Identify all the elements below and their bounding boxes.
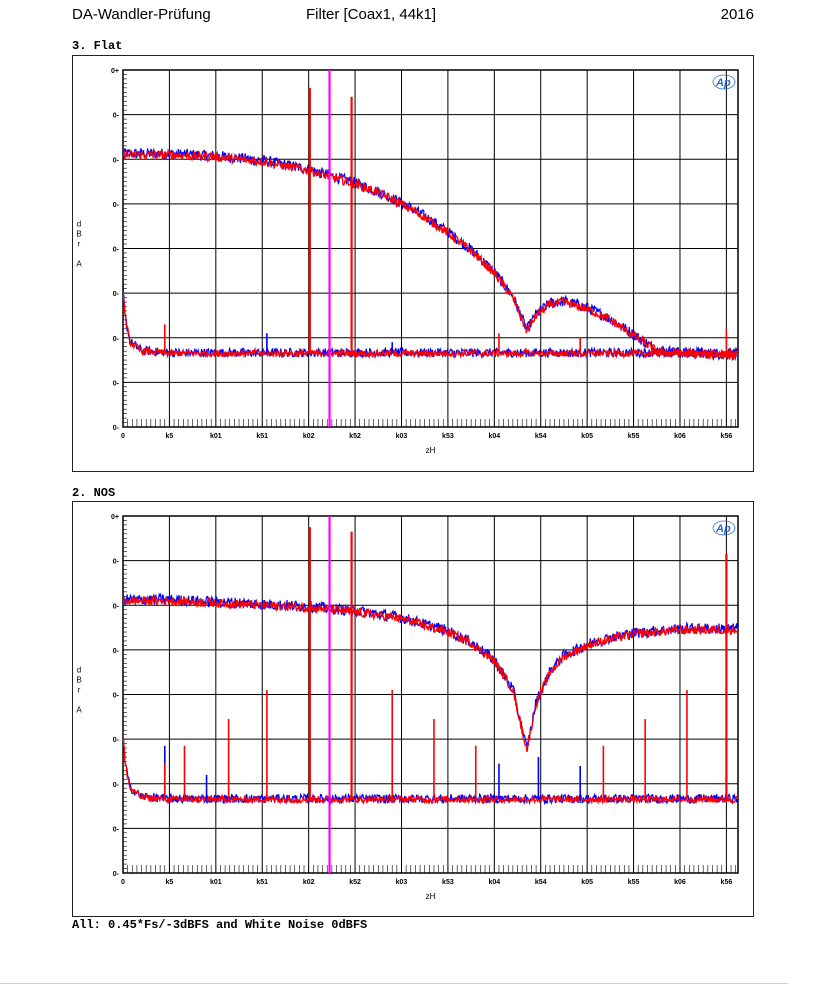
x-tick-label: k04 — [488, 879, 500, 886]
chart-panel-nos: 0+ 0- 0- 0- 0- 0- 0- 0- 0- 0 k5 k01 k51 k02 k52 k03 k53 k… — [72, 501, 754, 917]
minor-ticks — [122, 69, 736, 427]
x-tick-label: k54 — [535, 433, 547, 440]
page-divider — [0, 983, 788, 984]
x-tick-label: k52 — [349, 433, 361, 440]
chart-title-nos: 2. NOS — [72, 486, 116, 500]
chart-svg-flat: 0+0-0-0-0-0-0-0-0-0 k5 k01 k51 k02 k52 k03 k53 k… — [76, 68, 739, 455]
x-tick-label: k01 — [210, 879, 222, 886]
chart-title-flat: 3. Flat — [72, 39, 123, 53]
y-tick-label: 0- — [113, 648, 120, 655]
x-tick-label: k06 — [674, 433, 686, 440]
x-tick-label: k54 — [535, 879, 547, 886]
x-tick-label: k01 — [210, 433, 222, 440]
x-tick-label: k56 — [721, 433, 733, 440]
x-tick-label: k53 — [442, 433, 454, 440]
grid — [122, 515, 739, 874]
ap-logo-ring — [712, 74, 736, 90]
y-tick-label: 0- — [113, 157, 120, 164]
y-tick-label: 0- — [113, 425, 120, 432]
x-tick-label: k5 — [166, 879, 174, 886]
chart-panel-flat: 0+ 0- 0- 0- 0- 0- 0- 0- 0- 0 k5 k01 k51 k02 k52 k03 k53 k… — [72, 55, 754, 472]
y-axis-label-char: A — [76, 260, 82, 269]
y-tick-label: 0- — [113, 113, 120, 120]
y-axis-label-char: r — [78, 686, 81, 695]
x-tick-label: k53 — [442, 879, 454, 886]
y-tick-label: 0+ — [111, 514, 119, 521]
y-tick-label: 0- — [113, 693, 120, 700]
report-title: DA-Wandler-Prüfung — [72, 6, 211, 23]
y-axis-label-char: r — [78, 240, 81, 249]
y-tick-label: 0- — [113, 380, 120, 387]
y-tick-label: 0- — [113, 291, 120, 298]
response-trace-left — [123, 147, 738, 361]
traces — [123, 527, 738, 806]
traces — [123, 87, 738, 362]
x-tick-label: 0 — [121, 879, 125, 886]
x-tick-label: k06 — [674, 879, 686, 886]
y-axis-label-char: B — [76, 230, 81, 239]
x-tick-label: k55 — [628, 433, 640, 440]
y-tick-label: 0- — [113, 826, 120, 833]
y-axis-label-char: d — [77, 666, 81, 675]
y-axis-label-char: d — [77, 220, 81, 229]
x-axis-label: zH — [426, 446, 436, 455]
chart-svg-nos: 0+0-0-0-0-0-0-0-0-0 k5 k01 k51 k02 k52 k03 k53 k… — [76, 514, 739, 901]
x-tick-label: k51 — [256, 879, 268, 886]
y-tick-label: 0- — [113, 603, 120, 610]
response-trace-right — [123, 594, 738, 753]
y-tick-label: 0- — [113, 559, 120, 566]
x-tick-label: k56 — [721, 879, 733, 886]
x-tick-label: k05 — [581, 879, 593, 886]
y-axis-label-char: A — [76, 706, 82, 715]
x-tick-label: k51 — [256, 433, 268, 440]
test-conditions-note: All: 0.45*Fs/-3dBFS and White Noise 0dBF… — [72, 918, 368, 932]
y-tick-label: 0- — [113, 202, 120, 209]
ap-logo: Ap — [715, 77, 731, 89]
y-tick-label: 0+ — [111, 68, 119, 75]
filter-setting: Filter [Coax1, 44k1] — [306, 6, 437, 23]
grid — [122, 69, 739, 428]
x-tick-label: k52 — [349, 879, 361, 886]
x-tick-label: k04 — [488, 433, 500, 440]
x-tick-label: k03 — [396, 433, 408, 440]
x-tick-label: k02 — [303, 879, 315, 886]
x-tick-label: k03 — [396, 879, 408, 886]
report-year: 2016 — [720, 6, 754, 23]
x-axis-label: zH — [426, 892, 436, 901]
x-tick-label: 0 — [121, 433, 125, 440]
response-trace-right — [123, 148, 738, 362]
minor-ticks — [122, 515, 736, 873]
x-tick-label: k05 — [581, 433, 593, 440]
x-tick-label: k5 — [166, 433, 174, 440]
y-tick-label: 0- — [113, 871, 120, 878]
ap-logo: Ap — [715, 523, 731, 535]
ap-logo-ring — [712, 520, 736, 536]
x-tick-label: k55 — [628, 879, 640, 886]
y-tick-label: 0- — [113, 782, 120, 789]
noise-floor-trace-right — [123, 289, 738, 360]
y-tick-label: 0- — [113, 247, 120, 254]
x-tick-label: k02 — [303, 433, 315, 440]
y-tick-label: 0- — [113, 336, 120, 343]
noise-floor-trace-right — [123, 732, 738, 805]
y-axis-label-char: B — [76, 676, 81, 685]
y-tick-label: 0- — [113, 737, 120, 744]
